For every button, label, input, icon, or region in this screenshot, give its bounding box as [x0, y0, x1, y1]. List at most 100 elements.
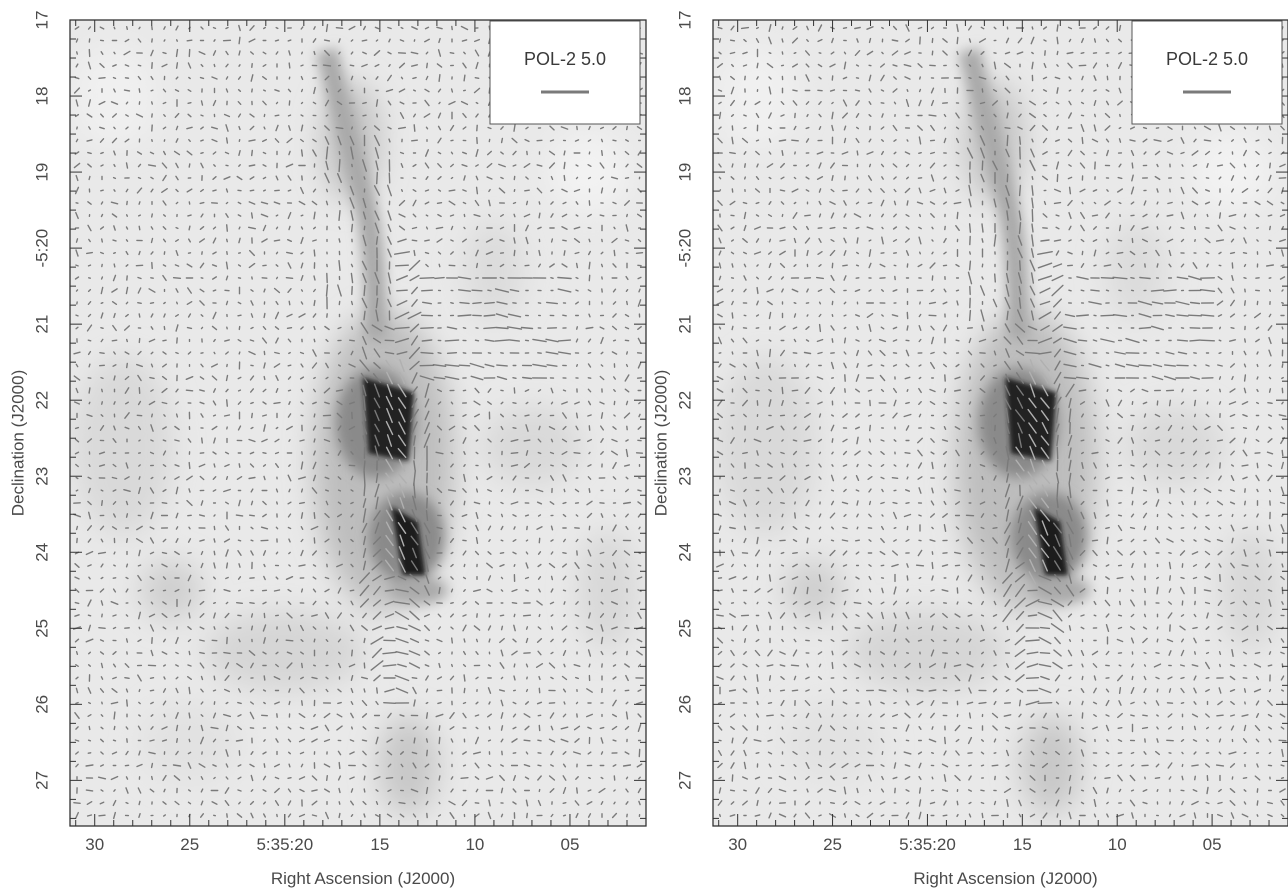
- polarization-vector: [943, 388, 947, 393]
- polarization-vector: [968, 363, 972, 368]
- polarization-vector: [249, 463, 255, 468]
- polarization-vector: [830, 238, 835, 243]
- polarization-vector: [537, 451, 542, 455]
- polarization-vector: [599, 613, 605, 618]
- polarization-vector: [373, 776, 381, 780]
- y-tick-label: -5:20: [33, 229, 52, 268]
- polarization-vector: [124, 387, 130, 394]
- polarization-vector: [1206, 263, 1209, 268]
- polarization-vector: [513, 775, 516, 781]
- polarization-vector: [375, 700, 379, 706]
- polarization-vector: [1041, 372, 1049, 384]
- polarization-vector: [1043, 62, 1047, 69]
- polarization-vector: [475, 262, 479, 269]
- polarization-vector: [1230, 464, 1235, 467]
- polarization-vector: [363, 688, 366, 693]
- polarization-vector: [349, 401, 355, 405]
- polarization-vector: [626, 213, 628, 218]
- polarization-vector: [398, 546, 406, 560]
- polarization-vector: [87, 99, 92, 107]
- polarization-vector: [905, 213, 910, 218]
- polarization-vector: [805, 326, 810, 330]
- polarization-vector: [1243, 137, 1247, 144]
- polarization-vector: [1005, 197, 1010, 209]
- polarization-vector: [123, 489, 131, 492]
- polarization-vector: [624, 313, 630, 318]
- polarization-vector: [587, 549, 592, 557]
- polarization-vector: [200, 776, 204, 780]
- x-tick-label: 10: [465, 835, 484, 854]
- polarization-vector: [138, 626, 141, 630]
- polarization-vector: [1130, 263, 1135, 268]
- polarization-vector: [275, 214, 279, 217]
- polarization-vector: [868, 438, 872, 443]
- polarization-vector: [1129, 126, 1136, 130]
- polarization-vector: [992, 450, 998, 456]
- polarization-vector: [487, 687, 492, 694]
- polarization-vector: [87, 664, 92, 667]
- polarization-vector: [425, 226, 429, 230]
- polarization-vector: [125, 338, 129, 343]
- polarization-vector: [125, 126, 129, 130]
- polarization-vector: [841, 501, 849, 505]
- polarization-vector: [981, 238, 984, 243]
- polarization-vector: [99, 126, 105, 130]
- polarization-vector: [250, 289, 254, 292]
- polarization-vector: [968, 101, 972, 105]
- polarization-vector: [1105, 414, 1110, 417]
- polarization-vector: [1189, 339, 1201, 342]
- polarization-vector: [188, 776, 191, 780]
- polarization-vector: [395, 637, 409, 644]
- polarization-vector: [1255, 150, 1260, 156]
- polarization-vector: [374, 483, 380, 498]
- polarization-vector: [1267, 187, 1273, 194]
- polarization-vector: [793, 237, 797, 244]
- polarization-vector: [1018, 221, 1022, 235]
- polarization-vector: [1039, 472, 1051, 484]
- polarization-vector: [263, 563, 266, 568]
- polarization-vector: [362, 548, 367, 558]
- polarization-vector: [86, 139, 93, 142]
- polarization-vector: [223, 688, 231, 693]
- polarization-vector: [450, 463, 454, 468]
- polarization-vector: [537, 739, 542, 742]
- polarization-vector: [717, 313, 723, 318]
- polarization-vector: [868, 451, 872, 455]
- polarization-vector: [385, 446, 394, 460]
- polarization-vector: [1117, 389, 1123, 392]
- polarization-vector: [585, 626, 594, 630]
- polarization-vector: [375, 236, 379, 245]
- polarization-vector: [500, 525, 504, 531]
- polarization-vector: [536, 701, 543, 705]
- polarization-vector: [955, 224, 960, 232]
- polarization-vector: [312, 474, 317, 482]
- polarization-vector: [993, 364, 997, 367]
- polarization-vector: [854, 289, 861, 292]
- polarization-vector: [286, 327, 293, 329]
- polarization-vector: [275, 488, 279, 493]
- polarization-vector: [1118, 138, 1122, 143]
- polarization-vector: [162, 538, 167, 543]
- polarization-vector: [1253, 312, 1262, 319]
- polarization-vector: [350, 687, 354, 694]
- polarization-vector: [111, 476, 118, 480]
- polarization-vector: [385, 472, 394, 484]
- polarization-vector: [348, 663, 356, 668]
- polarization-vector: [161, 551, 168, 555]
- polarization-vector: [248, 650, 256, 656]
- polarization-vector: [112, 501, 117, 505]
- polarization-vector: [399, 359, 405, 372]
- polarization-vector: [1019, 88, 1021, 93]
- polarization-vector: [148, 751, 156, 755]
- polarization-vector: [943, 137, 947, 144]
- polarization-vector: [475, 249, 479, 257]
- polarization-vector: [484, 363, 495, 368]
- polarization-vector: [510, 501, 519, 505]
- polarization-vector: [868, 289, 872, 292]
- polarization-vector: [561, 401, 568, 405]
- polarization-vector: [1091, 451, 1099, 455]
- polarization-vector: [425, 126, 429, 130]
- polarization-vector: [766, 288, 774, 293]
- polarization-vector: [842, 264, 848, 267]
- polarization-vector: [463, 251, 466, 255]
